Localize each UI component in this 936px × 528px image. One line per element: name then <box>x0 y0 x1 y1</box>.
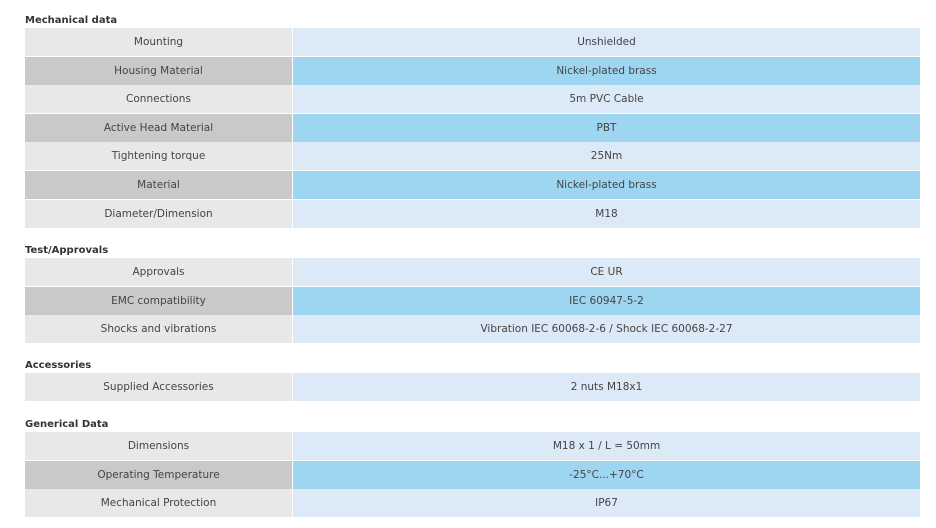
spec-value: -25°C...+70°C <box>293 460 920 489</box>
spec-row-connections: Connections 5m PVC Cable <box>25 85 920 114</box>
spec-value: M18 <box>293 199 920 228</box>
spec-value: Nickel-plated brass <box>293 170 920 199</box>
spec-row-dimensions: Dimensions M18 x 1 / L = 50mm <box>25 432 920 460</box>
spec-label: Approvals <box>25 258 293 286</box>
spec-label: Housing Material <box>25 56 293 85</box>
spec-label: Connections <box>25 85 293 114</box>
spec-value: 5m PVC Cable <box>293 85 920 114</box>
section-test-approvals: Test/Approvals Approvals CE UR EMC compa… <box>25 244 920 344</box>
spec-label: EMC compatibility <box>25 286 293 315</box>
spec-row-diameter-dimension: Diameter/Dimension M18 <box>25 199 920 228</box>
spec-label: Supplied Accessories <box>25 373 293 401</box>
spec-row-supplied-accessories: Supplied Accessories 2 nuts M18x1 <box>25 373 920 401</box>
spec-value: IEC 60947-5-2 <box>293 286 920 315</box>
spec-label: Mounting <box>25 28 293 56</box>
spec-row-housing-material: Housing Material Nickel-plated brass <box>25 56 920 85</box>
spec-row-tightening-torque: Tightening torque 25Nm <box>25 142 920 171</box>
section-title: Generical Data <box>25 419 109 430</box>
spec-value: 2 nuts M18x1 <box>293 373 920 401</box>
spec-label: Active Head Material <box>25 113 293 142</box>
spec-value: 25Nm <box>293 142 920 171</box>
spec-value: IP67 <box>293 489 920 518</box>
spec-row-emc-compatibility: EMC compatibility IEC 60947-5-2 <box>25 286 920 315</box>
spec-row-approvals: Approvals CE UR <box>25 258 920 286</box>
spec-label: Diameter/Dimension <box>25 199 293 228</box>
spec-value: PBT <box>293 113 920 142</box>
spec-row-material: Material Nickel-plated brass <box>25 170 920 199</box>
spec-label: Operating Temperature <box>25 460 293 489</box>
spec-row-shocks-and-vibrations: Shocks and vibrations Vibration IEC 6006… <box>25 315 920 344</box>
spec-row-active-head-material: Active Head Material PBT <box>25 113 920 142</box>
spec-label: Dimensions <box>25 432 293 460</box>
section-accessories: Accessories Supplied Accessories 2 nuts … <box>25 359 920 402</box>
section-title: Test/Approvals <box>25 245 109 256</box>
spec-row-operating-temperature: Operating Temperature -25°C...+70°C <box>25 460 920 489</box>
section-title: Mechanical data <box>25 15 118 26</box>
spec-value: Unshielded <box>293 28 920 56</box>
spec-label: Shocks and vibrations <box>25 315 293 344</box>
spec-label: Material <box>25 170 293 199</box>
section-mechanical-data: Mechanical data Mounting Unshielded Hous… <box>25 14 920 228</box>
spec-value: CE UR <box>293 258 920 286</box>
section-title: Accessories <box>25 360 92 371</box>
spec-row-mounting: Mounting Unshielded <box>25 28 920 56</box>
spec-value: Nickel-plated brass <box>293 56 920 85</box>
section-generical-data: Generical Data Dimensions M18 x 1 / L = … <box>25 418 920 518</box>
spec-row-mechanical-protection: Mechanical Protection IP67 <box>25 489 920 518</box>
spec-value: Vibration IEC 60068-2-6 / Shock IEC 6006… <box>293 315 920 344</box>
spec-label: Mechanical Protection <box>25 489 293 518</box>
spec-label: Tightening torque <box>25 142 293 171</box>
spec-value: M18 x 1 / L = 50mm <box>293 432 920 460</box>
